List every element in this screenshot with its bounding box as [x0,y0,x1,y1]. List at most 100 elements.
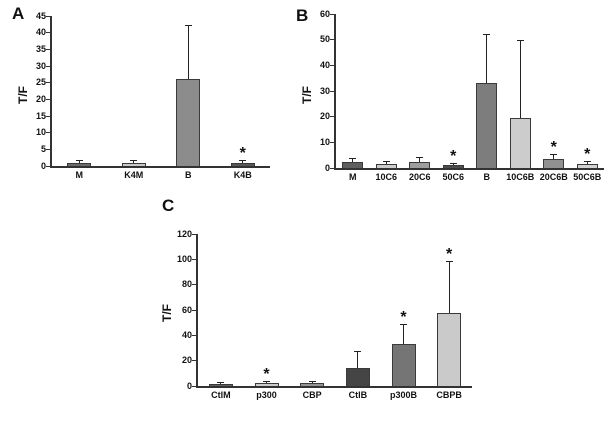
error-bar-cap [416,156,424,158]
y-tick-label: 20 [181,355,192,366]
error-bar-cap [445,260,453,262]
x-tick-label: p300B [389,390,417,400]
error-bar [357,351,359,369]
y-tick-label: 0 [324,162,330,173]
error-bar-cap [75,160,83,162]
error-bar [352,159,354,162]
y-tick-mark [192,360,197,362]
y-tick-mark [46,165,51,167]
bar-b [476,83,498,168]
error-bar [519,40,521,118]
error-bar [187,26,189,80]
x-tick-label: M [75,170,84,180]
y-tick-mark [192,334,197,336]
y-tick-mark [46,98,51,100]
panel-c-label: C [162,196,175,215]
bar-10c6 [375,164,397,168]
y-tick-mark [330,39,335,41]
error-bar [220,383,222,384]
y-tick-label: 35 [35,43,46,54]
x-tick-label: p300 [256,390,277,400]
bar-m [67,162,92,166]
error-bar [448,261,450,313]
error-bar-cap [184,25,192,26]
panel-b: B T/F 0 10 20 30 40 50 60 M 10C6 20C6 * 50C6 B 10C6B *… [294,4,612,198]
y-tick-mark [46,32,51,34]
bar-20c6b [543,159,565,168]
x-tick-label: 10C6B [506,172,535,182]
panel-b-plot-area: 0 10 20 30 40 50 60 M 10C6 20C6 * 50C6 B 10C6B * 20C6B *… [320,9,604,182]
x-tick-label: CBP [302,390,322,400]
error-bar [311,382,313,384]
y-tick-label: 40 [181,329,192,340]
y-tick-label: 20 [319,111,330,122]
y-tick-label: 60 [181,304,192,315]
x-tick-label: CBPB [436,390,462,400]
panel-a-plot-area: 0 5 10 15 20 25 30 35 40 45 M K4M B * K4B [36,11,270,180]
y-tick-label: 25 [35,77,46,88]
error-bar-cap [483,33,491,35]
error-bar [486,34,488,84]
y-tick-label: 0 [186,380,192,391]
error-bar-cap [239,160,247,162]
error-bar [78,161,80,163]
y-tick-label: 60 [319,8,330,19]
y-tick-mark [46,82,51,84]
x-tick-label: 50C6 [442,172,464,182]
bar-k4m [121,162,146,166]
x-tick-label: K4M [124,170,144,180]
x-tick-label: 20C6B [539,172,568,182]
panel-a: A T/F 0 5 10 15 20 25 30 35 40 45 M K4M B * K4B [8,4,282,194]
error-bar [586,162,588,165]
panel-c: C T/F 0 20 40 60 80 100 120 CtlM * p300 CBP CtlB * p3… [148,194,482,418]
bar-ctlb [345,368,370,386]
y-tick-mark [192,309,197,311]
y-tick-mark [330,167,335,169]
error-bar-cap [308,381,316,383]
y-tick-label: 15 [35,110,46,121]
significance-asterisk: * [239,145,246,163]
y-tick-mark [46,15,51,17]
error-bar [553,155,555,160]
y-tick-label: 20 [35,93,46,104]
y-tick-mark [330,90,335,92]
x-tick-label: B [483,172,491,182]
bar-20c6 [409,161,431,168]
error-bar-cap [550,154,558,156]
y-tick-mark [192,284,197,286]
panel-c-plot-area: 0 20 40 60 80 100 120 CtlM * p300 CBP CtlB * p300B * CB… [177,229,472,400]
error-bar-cap [516,39,524,41]
bar-cbpb [437,312,462,386]
y-tick-label: 120 [176,228,192,239]
bar-b [176,79,201,166]
x-tick-label: 10C6 [375,172,397,182]
bar-10c6b [509,117,531,168]
y-tick-mark [46,148,51,150]
significance-asterisk: * [446,245,453,263]
error-bar [419,157,421,162]
y-tick-mark [192,258,197,260]
error-bar-cap [382,161,390,163]
bar-50c6 [442,165,464,168]
y-tick-mark [46,65,51,67]
significance-asterisk: * [263,366,270,384]
bar-ctlm [208,384,233,386]
bar-p300 [254,383,279,386]
bar-p300b [391,344,416,386]
y-tick-label: 30 [35,60,46,71]
y-tick-label: 10 [319,136,330,147]
error-bar [242,161,244,164]
y-tick-label: 30 [319,85,330,96]
x-tick-label: B [185,170,192,180]
error-bar [266,382,267,384]
y-tick-label: 45 [35,10,46,21]
bar-50c6b [576,164,598,168]
y-tick-mark [192,233,197,235]
y-tick-mark [330,64,335,66]
x-tick-label: 20C6 [408,172,431,182]
error-bar-cap [349,158,357,160]
y-tick-mark [46,48,51,50]
y-tick-label: 40 [35,27,46,38]
x-tick-label: M [349,172,357,182]
x-tick-label: 50C6B [573,172,602,182]
